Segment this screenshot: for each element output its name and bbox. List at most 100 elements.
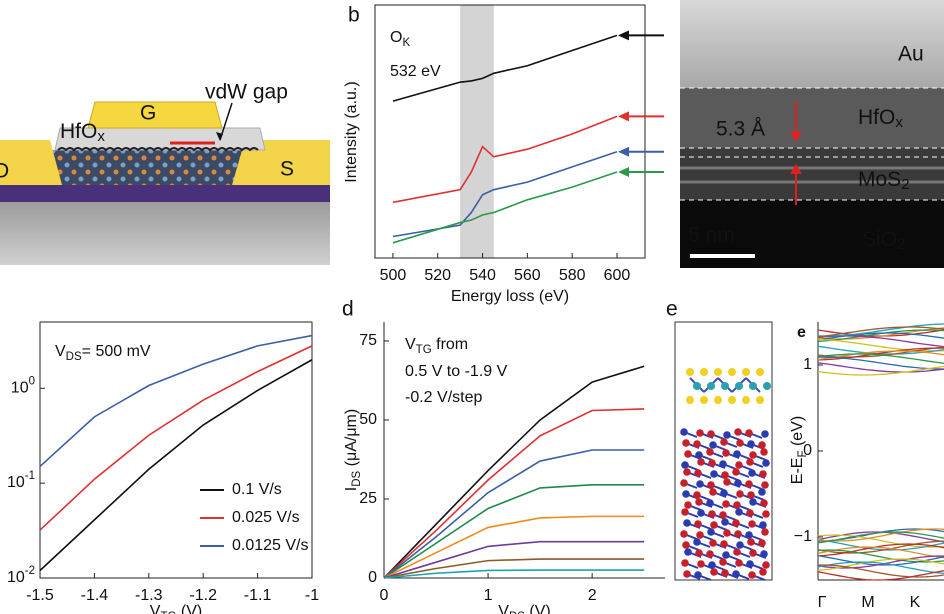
atom [733, 450, 741, 458]
vdw-interface [57, 147, 259, 152]
atom [748, 520, 756, 528]
atom [693, 491, 701, 499]
data-line [39, 334, 313, 468]
atom [681, 559, 689, 567]
band-line [817, 540, 944, 554]
text-part: DS [66, 351, 82, 363]
band-line [817, 538, 944, 551]
atom [763, 382, 771, 390]
substrate [0, 200, 330, 265]
band-line [817, 570, 944, 581]
drain-electrode [0, 140, 62, 185]
oxide-label: HfOx [60, 120, 105, 145]
x-tick-label: 580 [559, 267, 586, 284]
atom [748, 571, 756, 579]
text-part: (eV) [789, 416, 806, 451]
text-part: (μA/μm) [343, 409, 360, 471]
data-line [392, 150, 618, 238]
text-part: 10 [7, 474, 25, 491]
x-tick-label: -1.5 [26, 587, 54, 604]
atom [760, 499, 768, 507]
legend-label: 0.1 V/s [232, 481, 282, 498]
x-tick-label: 500 [380, 267, 407, 284]
legend-label: 0.025 V/s [232, 509, 300, 526]
atom [735, 461, 743, 469]
band-line [817, 347, 944, 361]
band-line [817, 543, 944, 557]
atom [700, 396, 708, 404]
gap-label: vdW gap [205, 81, 288, 104]
atom [697, 560, 705, 568]
atom [719, 511, 727, 519]
atom [709, 488, 717, 496]
x-tick-label: -1 [305, 587, 319, 604]
atom [721, 471, 729, 479]
atom [733, 501, 741, 509]
text-part: (V) [176, 603, 202, 614]
text-part: V [55, 343, 66, 360]
atom [734, 428, 742, 436]
atom [680, 479, 688, 487]
band-line [817, 528, 944, 542]
atom [686, 368, 694, 376]
atom [682, 541, 690, 549]
atom [709, 539, 717, 547]
text-part: 2 [901, 176, 909, 193]
atom [714, 396, 722, 404]
x-tick-label: 520 [424, 267, 451, 284]
atom [735, 508, 743, 516]
x-axis-label: VDS (V) [498, 603, 550, 614]
atom [735, 559, 743, 567]
x-tick-label: -1.1 [244, 587, 272, 604]
atom [696, 480, 704, 488]
structure-panel [674, 321, 773, 581]
x-tick-label: 2 [588, 587, 597, 604]
x-tick-label: -1.4 [81, 587, 109, 604]
plot-frame [374, 4, 646, 259]
data-line [383, 408, 645, 579]
atom [759, 521, 767, 529]
y-axis-label: E-EF (eV) [789, 416, 809, 484]
y-tick-label: 25 [359, 490, 377, 507]
atom [736, 439, 744, 447]
data-line [392, 171, 618, 244]
text-part: (V) [525, 603, 551, 614]
text-part: MoS [858, 168, 901, 191]
atom [684, 450, 692, 458]
atom [708, 459, 716, 467]
atom [682, 490, 690, 498]
text-part: 10 [7, 569, 25, 586]
text-part: DS [509, 611, 525, 614]
x-tick-label: 1 [484, 587, 493, 604]
atom [728, 396, 736, 404]
x-tick-label: 600 [604, 267, 631, 284]
text-part: TG [160, 611, 176, 614]
atom [749, 549, 757, 557]
atom [762, 510, 770, 518]
atom [758, 488, 766, 496]
atom [694, 571, 702, 579]
annotation: VTG from [405, 336, 468, 356]
band-line [817, 353, 944, 364]
y-axis-label: Intensity (a.u.) [343, 81, 360, 182]
atom [681, 508, 689, 516]
data-line [383, 483, 645, 579]
y-tick-label: 0 [368, 569, 377, 586]
atom [721, 569, 729, 577]
atom [746, 560, 754, 568]
legend-label: 0.0125 V/s [232, 537, 309, 554]
atom [683, 570, 691, 578]
atom [723, 529, 731, 537]
atom [683, 468, 691, 476]
text-part: 2 [897, 236, 905, 253]
atom [734, 479, 742, 487]
atom [746, 458, 754, 466]
data-line [383, 365, 645, 579]
atom [722, 449, 730, 457]
atom [707, 430, 715, 438]
band-line [817, 558, 944, 572]
text-part: TG [416, 344, 432, 356]
arrowhead [790, 132, 802, 142]
atom [742, 396, 750, 404]
